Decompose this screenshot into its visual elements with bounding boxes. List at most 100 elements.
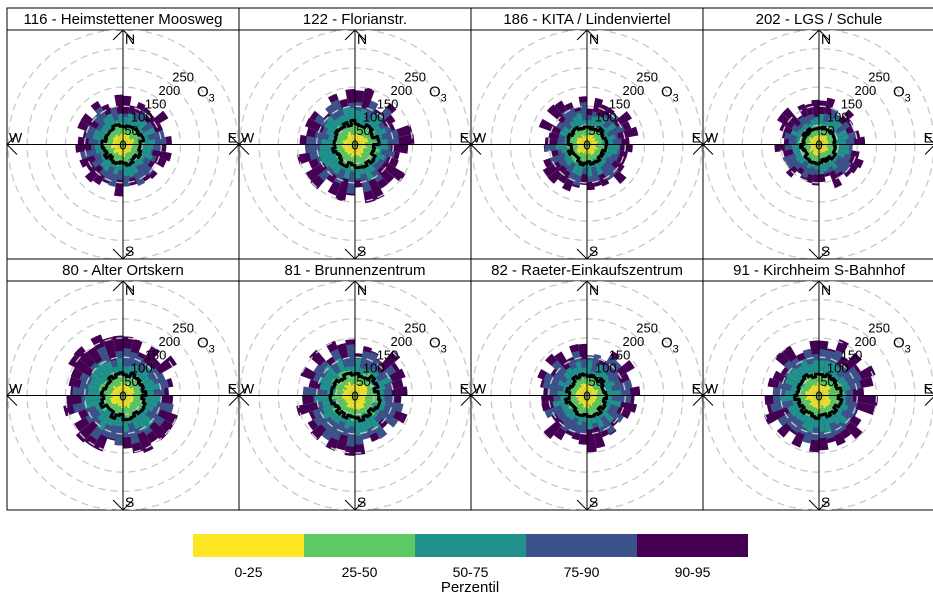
plot-area [7, 30, 239, 259]
percentile-wedge [113, 144, 123, 154]
percentile-wedge [587, 144, 590, 153]
percentile-wedge [805, 393, 819, 396]
percentile-wedge [819, 144, 826, 153]
percentile-wedge [581, 137, 587, 145]
percentile-wedge [116, 395, 123, 405]
legend-swatches [193, 534, 748, 557]
percentile-wedge [809, 139, 819, 145]
panel-title: 82 - Raeter-Einkaufszentrum [491, 262, 683, 279]
west-tick [471, 134, 482, 155]
percentile-wedge [117, 395, 123, 407]
north-tick [112, 30, 134, 41]
pollutant-sub: 3 [673, 344, 679, 356]
panel-title: 202 - LGS / Schule [756, 11, 883, 28]
ring-label: 100 [827, 110, 849, 125]
percentile-wedge [110, 144, 123, 147]
percentile-wedge [819, 144, 822, 153]
percentile-wedge [584, 383, 587, 396]
ring-label: 50 [820, 123, 834, 138]
percentile-wedge [587, 389, 596, 396]
direction-label-n: N [125, 31, 135, 47]
direction-label-s: S [357, 243, 366, 259]
percentile-wedge [355, 135, 364, 145]
percentile-wedge [350, 395, 355, 408]
percentile-wedge [112, 391, 123, 396]
percentile-wedge [111, 395, 123, 405]
percentile-wedge [355, 385, 361, 396]
median-outline [100, 123, 146, 167]
percentile-wedge [116, 144, 123, 153]
percentile-wedge [814, 135, 819, 145]
percentile-wedge [344, 144, 355, 151]
pollutant-main: O [197, 335, 209, 352]
percentile-wedge [344, 139, 355, 145]
direction-label-n: N [589, 31, 599, 47]
south-tick [112, 499, 134, 510]
percentile-wedge [123, 385, 127, 396]
percentile-wedge [343, 391, 355, 396]
percentile-wedge [123, 386, 130, 396]
legend-label: 75-90 [564, 564, 600, 580]
percentile-wedge [355, 391, 368, 396]
legend-label: 25-50 [342, 564, 378, 580]
east-tick [924, 385, 933, 406]
ring-label: 200 [158, 334, 180, 349]
percentile-wedge [119, 385, 123, 396]
percentile-wedge [110, 395, 123, 400]
percentile-wedge [812, 144, 819, 154]
percentile-wedge [582, 144, 587, 154]
ring-label: 200 [854, 334, 876, 349]
percentile-wedge [123, 134, 131, 145]
percentile-wedge [811, 395, 819, 406]
percentile-wedge [346, 144, 355, 154]
percentile-wedge [587, 395, 596, 402]
percentile-wedge [110, 393, 123, 396]
center-label: 0 [583, 389, 590, 404]
percentile-wedge [587, 395, 596, 401]
percentile-wedge [819, 395, 823, 406]
east-tick [460, 134, 471, 155]
direction-label-s: S [357, 494, 366, 510]
percentile-wedge [584, 136, 587, 145]
direction-label-n: N [821, 282, 831, 298]
panel-title: 116 - Heimstettener Moosweg [24, 11, 223, 28]
percentile-wedge [582, 395, 587, 405]
percentile-wedge [123, 395, 134, 400]
east-tick [228, 385, 239, 406]
percentile-wedge [355, 144, 362, 154]
plot-area [239, 281, 471, 510]
percentile-wedge [587, 395, 590, 409]
percentile-wedge [587, 391, 598, 396]
percentile-wedge [812, 144, 819, 151]
percentile-wedge [119, 395, 123, 406]
legend-swatch [526, 534, 637, 557]
percentile-wedge [808, 389, 819, 396]
direction-label-s: S [821, 494, 830, 510]
ring-label: 200 [158, 83, 180, 98]
direction-label-w: W [705, 381, 719, 397]
ring-label: 100 [363, 110, 385, 125]
ring-label: 200 [622, 83, 644, 98]
direction-label-n: N [357, 282, 367, 298]
percentile-wedge [812, 395, 819, 408]
percentile-wedge [813, 384, 819, 396]
direction-label-w: W [473, 381, 487, 397]
legend-label: 90-95 [675, 564, 711, 580]
direction-label-n: N [125, 282, 135, 298]
percentile-wedge [819, 144, 824, 153]
percentile-wedge [809, 388, 819, 396]
percentile-wedge [346, 138, 355, 145]
percentile-wedge [352, 144, 355, 157]
plot-area [471, 30, 703, 259]
percentile-wedge [819, 395, 830, 406]
percentile-wedge [355, 137, 368, 145]
center-label: 0 [119, 389, 126, 404]
ring-label: 250 [868, 320, 890, 335]
median-outline [798, 125, 838, 166]
percentile-wedge [352, 395, 355, 410]
ring-label: 150 [841, 347, 863, 362]
pollutant-main: O [893, 84, 905, 101]
percentile-wedge [576, 144, 587, 153]
pollutant-label: O3 [197, 335, 215, 356]
percentile-wedge [355, 395, 365, 409]
